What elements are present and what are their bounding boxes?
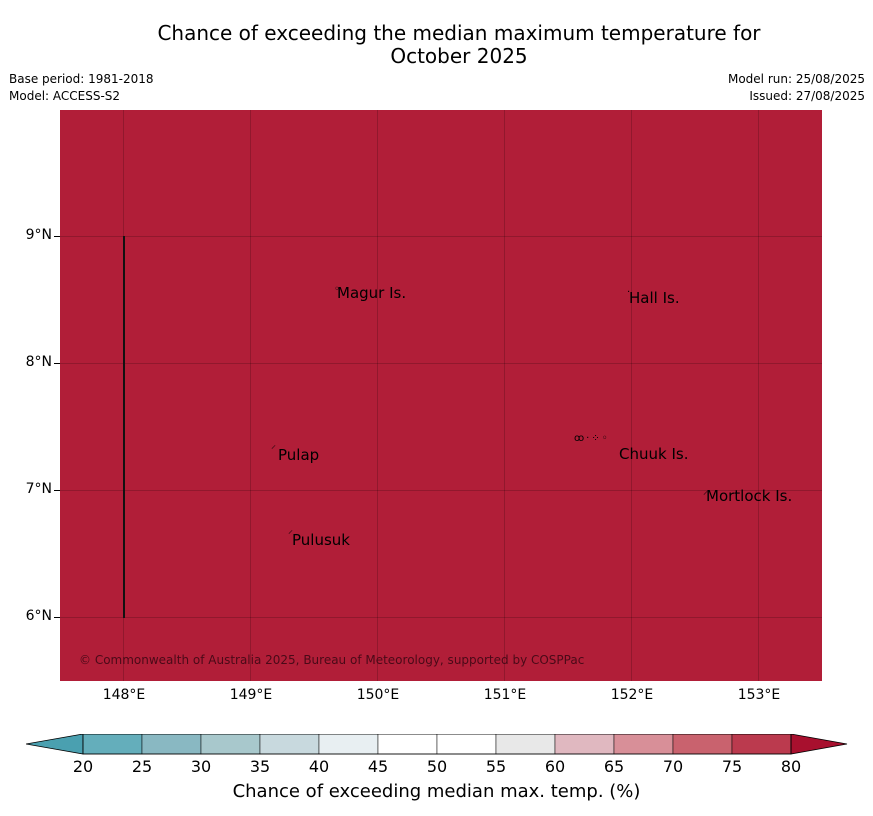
colorbar-tick-30: 30 — [190, 757, 212, 776]
island-marker-pulusuk: ⸝ — [288, 525, 293, 536]
model-run: Model run: 25/08/2025 — [727, 72, 865, 86]
colorbar-segment — [672, 734, 733, 755]
grid-line-153e — [758, 110, 759, 681]
colorbar-segment — [200, 734, 261, 755]
lon-tick-150e: 150°E — [356, 687, 400, 703]
grid-line-152e — [631, 110, 632, 681]
colorbar-tick-50: 50 — [426, 757, 448, 776]
colorbar-segment — [141, 734, 202, 755]
island-marker-hall: · — [627, 287, 631, 298]
colorbar-segment — [554, 734, 615, 755]
grid-line-9n — [60, 236, 822, 237]
issued-date: Issued: 27/08/2025 — [749, 89, 865, 103]
base-period: Base period: 1981-2018 — [9, 72, 154, 86]
colorbar-tick-70: 70 — [662, 757, 684, 776]
colorbar-segment — [318, 734, 379, 755]
lon-tick-148e: 148°E — [102, 687, 146, 703]
meta-left: Base period: 1981-2018 Model: ACCESS-S2 — [9, 71, 154, 105]
island-label-mortlock: Mortlock Is. — [706, 487, 793, 505]
meta-right: Model run: 25/08/2025 Issued: 27/08/2025 — [728, 71, 865, 105]
colorbar — [26, 734, 848, 755]
colorbar-outline — [82, 734, 792, 755]
island-label-chuuk: Chuuk Is. — [619, 445, 689, 463]
lon-tick-152e: 152°E — [610, 687, 654, 703]
colorbar-segment — [82, 734, 143, 755]
grid-line-7n — [60, 490, 822, 491]
grid-line-151e — [504, 110, 505, 681]
colorbar-segment — [436, 734, 497, 755]
lat-tick-7n: 7°N — [0, 481, 60, 497]
colorbar-tick-60: 60 — [544, 757, 566, 776]
title-line-1: Chance of exceeding the median maximum t… — [157, 21, 761, 45]
lat-tick-6n: 6°N — [0, 608, 60, 624]
title-line-2: October 2025 — [390, 44, 528, 68]
colorbar-segment — [259, 734, 320, 755]
map-area[interactable]: ◦ Magur Is. · Hall Is. ⸝ Pulap ꝏ·⁘◦ Chuu… — [60, 110, 822, 681]
island-label-magur: Magur Is. — [337, 284, 407, 302]
lon-tick-151e: 151°E — [483, 687, 527, 703]
copyright-notice: © Commonwealth of Australia 2025, Bureau… — [79, 653, 585, 667]
island-label-pulap: Pulap — [278, 446, 320, 464]
colorbar-tick-40: 40 — [308, 757, 330, 776]
colorbar-tick-20: 20 — [72, 757, 94, 776]
colorbar-segments — [82, 734, 792, 755]
colorbar-tick-80: 80 — [780, 757, 802, 776]
model-name: Model: ACCESS-S2 — [9, 89, 121, 103]
map-title: Chance of exceeding the median maximum t… — [60, 22, 858, 68]
island-marker-magur: ◦ — [334, 284, 340, 295]
colorbar-tick-75: 75 — [721, 757, 743, 776]
colorbar-low-extension — [26, 734, 84, 755]
colorbar-segment — [613, 734, 674, 755]
colorbar-tick-45: 45 — [367, 757, 389, 776]
colorbar-high-extension — [790, 734, 848, 755]
colorbar-segment — [377, 734, 438, 755]
lat-tick-9n: 9°N — [0, 227, 60, 243]
lon-tick-153e: 153°E — [737, 687, 781, 703]
lat-tick-8n: 8°N — [0, 354, 60, 370]
island-marker-pulap: ⸝ — [271, 440, 276, 451]
colorbar-tick-35: 35 — [249, 757, 271, 776]
island-label-hall: Hall Is. — [629, 289, 680, 307]
colorbar-tick-25: 25 — [131, 757, 153, 776]
grid-line-6n — [60, 617, 822, 618]
grid-line-8n — [60, 363, 822, 364]
boundary-line — [123, 236, 125, 618]
grid-line-150e — [377, 110, 378, 681]
colorbar-segment — [731, 734, 792, 755]
colorbar-label: Chance of exceeding median max. temp. (%… — [232, 781, 641, 802]
grid-line-149e — [250, 110, 251, 681]
island-marker-mortlock: ⸝ — [703, 486, 708, 497]
colorbar-tick-55: 55 — [485, 757, 507, 776]
island-marker-chuuk: ꝏ·⁘◦ — [574, 433, 610, 444]
lon-tick-149e: 149°E — [229, 687, 273, 703]
colorbar-segment — [495, 734, 556, 755]
colorbar-tick-65: 65 — [603, 757, 625, 776]
island-label-pulusuk: Pulusuk — [292, 531, 350, 549]
